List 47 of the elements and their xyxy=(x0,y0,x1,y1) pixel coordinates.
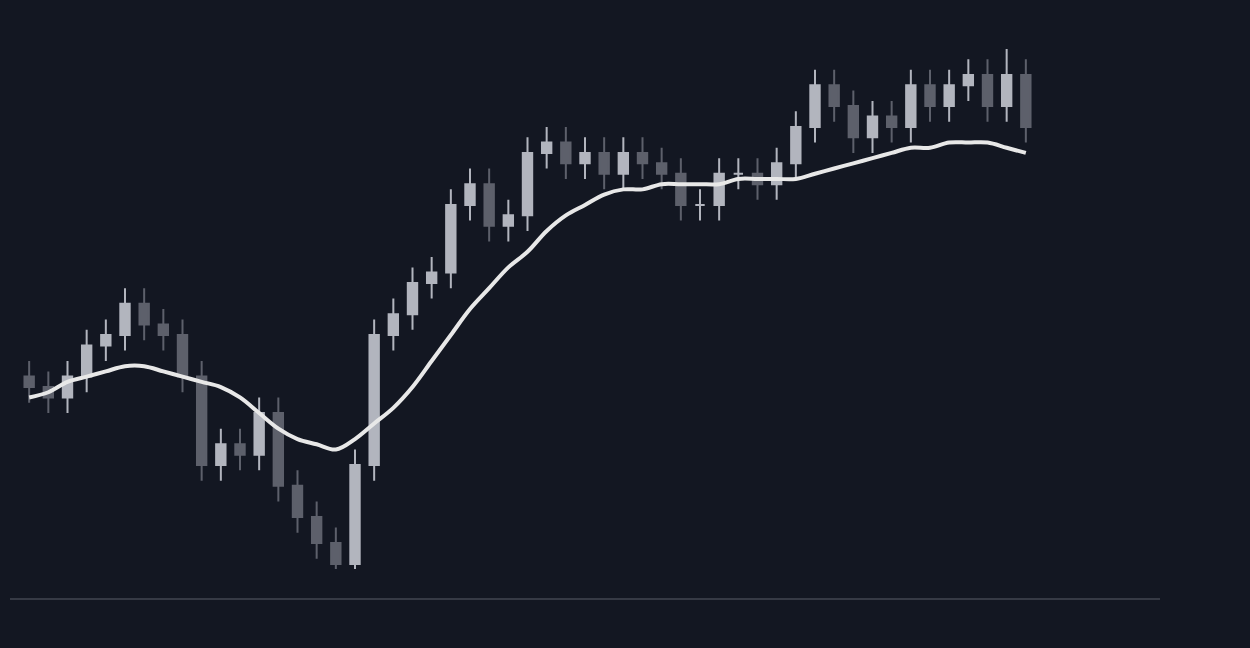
candlestick xyxy=(809,68,821,144)
candlestick xyxy=(253,396,265,472)
candlestick xyxy=(80,328,93,394)
candlestick xyxy=(349,448,361,571)
candlestick xyxy=(464,167,476,222)
candlestick xyxy=(406,266,419,331)
candlestick xyxy=(540,125,553,170)
candlestick xyxy=(1020,58,1032,144)
candlestick xyxy=(905,68,917,144)
candlestick xyxy=(866,99,879,154)
candlestick xyxy=(215,427,227,482)
candlestick xyxy=(23,360,35,404)
candlestick xyxy=(790,110,802,180)
candlestick xyxy=(924,68,936,123)
candlestick xyxy=(636,136,649,180)
candlestick xyxy=(694,188,706,222)
candlestick xyxy=(732,157,745,191)
candlestick xyxy=(445,188,457,290)
candlestick xyxy=(1000,47,1013,123)
candlestick xyxy=(368,318,380,482)
candlestick xyxy=(847,89,860,154)
candlestick xyxy=(291,469,304,534)
candlestick xyxy=(195,360,208,482)
candlestick xyxy=(425,255,438,300)
candlestick xyxy=(176,318,189,394)
candlestick xyxy=(330,526,342,571)
candlestick xyxy=(310,500,323,560)
candlestick xyxy=(828,68,840,123)
candlestick xyxy=(387,297,400,352)
candlestick xyxy=(119,287,131,352)
candlestick xyxy=(655,146,668,191)
candlestick xyxy=(100,318,112,363)
candlestick xyxy=(138,287,150,342)
candlestick xyxy=(560,125,572,180)
candlestick xyxy=(579,136,591,180)
candlestick xyxy=(617,136,630,191)
candlestick xyxy=(521,136,534,232)
candlestick xyxy=(483,167,495,243)
candlestick xyxy=(981,58,994,123)
candlestick xyxy=(943,68,955,123)
candlestick xyxy=(234,427,246,472)
candlestick xyxy=(885,99,898,144)
candlestick xyxy=(962,58,975,102)
candlestick xyxy=(502,198,515,243)
candlestick xyxy=(157,308,170,352)
candlestick xyxy=(272,396,285,503)
candlestick xyxy=(598,136,610,191)
